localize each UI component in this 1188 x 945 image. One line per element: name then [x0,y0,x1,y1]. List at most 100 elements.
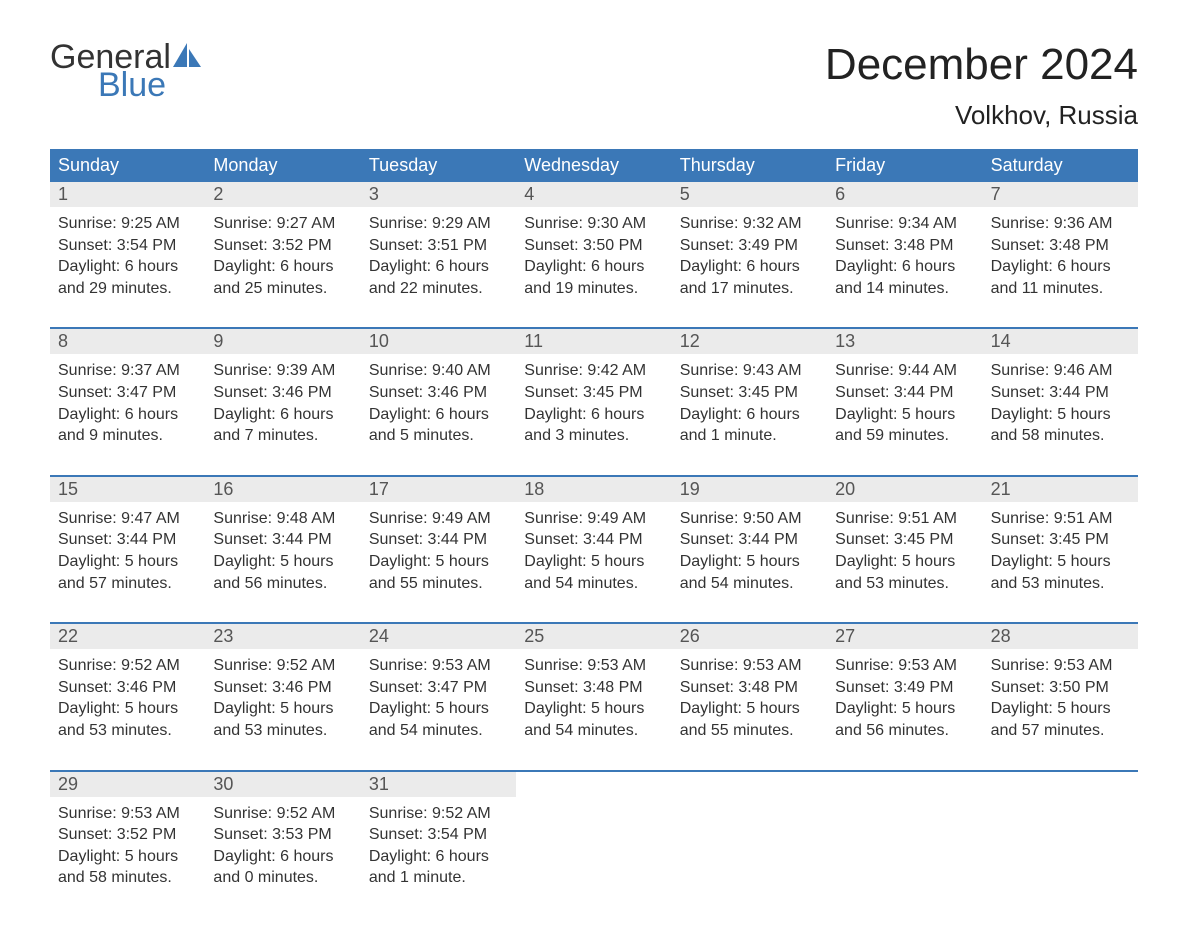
sunset-line: Sunset: 3:44 PM [835,382,974,404]
day-number: 24 [369,626,389,646]
day-cell: 28Sunrise: 9:53 AMSunset: 3:50 PMDayligh… [983,624,1138,757]
title-block: December 2024 Volkhov, Russia [825,40,1138,131]
day-body: Sunrise: 9:49 AMSunset: 3:44 PMDaylight:… [516,502,671,610]
week-row: 1Sunrise: 9:25 AMSunset: 3:54 PMDaylight… [50,182,1138,315]
sunrise-line: Sunrise: 9:53 AM [680,655,819,677]
day-body: Sunrise: 9:25 AMSunset: 3:54 PMDaylight:… [50,207,205,315]
sunrise-line: Sunrise: 9:32 AM [680,213,819,235]
sunset-line: Sunset: 3:48 PM [991,235,1130,257]
day-cell: 0 [827,772,982,905]
day-number: 25 [524,626,544,646]
day-body: Sunrise: 9:53 AMSunset: 3:47 PMDaylight:… [361,649,516,757]
daylight-line: Daylight: 5 hours and 53 minutes. [991,551,1130,594]
day-cell: 10 Sunrise: 9:40 AMSunset: 3:46 PMDayligh… [361,329,516,462]
dow-header-friday: Friday [827,149,982,182]
sunset-line: Sunset: 3:48 PM [680,677,819,699]
location-label: Volkhov, Russia [825,100,1138,131]
day-number: 9 [213,331,223,351]
week-row: 22Sunrise: 9:52 AMSunset: 3:46 PMDayligh… [50,622,1138,757]
sunset-line: Sunset: 3:45 PM [524,382,663,404]
day-cell: 12 Sunrise: 9:43 AMSunset: 3:45 PMDayligh… [672,329,827,462]
sunset-line: Sunset: 3:49 PM [835,677,974,699]
dow-header-wednesday: Wednesday [516,149,671,182]
sunset-line: Sunset: 3:46 PM [58,677,197,699]
sunrise-line: Sunrise: 9:42 AM [524,360,663,382]
daylight-line: Daylight: 5 hours and 54 minutes. [680,551,819,594]
day-cell: 31Sunrise: 9:52 AMSunset: 3:54 PMDayligh… [361,772,516,905]
sunset-line: Sunset: 3:50 PM [991,677,1130,699]
daylight-line: Daylight: 5 hours and 55 minutes. [369,551,508,594]
daylight-line: Daylight: 6 hours and 17 minutes. [680,256,819,299]
day-number: 6 [835,184,845,204]
sunrise-line: Sunrise: 9:34 AM [835,213,974,235]
day-number: 7 [991,184,1001,204]
day-body: Sunrise: 9:52 AMSunset: 3:54 PMDaylight:… [361,797,516,905]
day-cell: 1 Sunrise: 9:25 AMSunset: 3:54 PMDaylight… [50,182,205,315]
sunrise-line: Sunrise: 9:39 AM [213,360,352,382]
daylight-line: Daylight: 6 hours and 25 minutes. [213,256,352,299]
day-cell: 29Sunrise: 9:53 AMSunset: 3:52 PMDayligh… [50,772,205,905]
sunset-line: Sunset: 3:45 PM [680,382,819,404]
sunrise-line: Sunrise: 9:53 AM [991,655,1130,677]
sunrise-line: Sunrise: 9:51 AM [835,508,974,530]
daylight-line: Daylight: 6 hours and 7 minutes. [213,404,352,447]
day-cell: 25 Sunrise: 9:53 AMSunset: 3:48 PMDayligh… [516,624,671,757]
sunset-line: Sunset: 3:44 PM [213,529,352,551]
day-number: 2 [213,184,223,204]
sunset-line: Sunset: 3:52 PM [58,824,197,846]
day-body: Sunrise: 9:30 AMSunset: 3:50 PMDaylight:… [516,207,671,315]
day-body: Sunrise: 9:53 AMSunset: 3:50 PMDaylight:… [983,649,1138,757]
sunrise-line: Sunrise: 9:43 AM [680,360,819,382]
day-cell: 0 [516,772,671,905]
sunrise-line: Sunrise: 9:25 AM [58,213,197,235]
sunset-line: Sunset: 3:54 PM [58,235,197,257]
sunset-line: Sunset: 3:53 PM [213,824,352,846]
day-body: Sunrise: 9:44 AMSunset: 3:44 PMDaylight:… [827,354,982,462]
day-number: 23 [213,626,233,646]
sunrise-line: Sunrise: 9:47 AM [58,508,197,530]
calendar: SundayMondayTuesdayWednesdayThursdayFrid… [50,149,1138,905]
day-body: Sunrise: 9:27 AMSunset: 3:52 PMDaylight:… [205,207,360,315]
day-body: Sunrise: 9:53 AMSunset: 3:52 PMDaylight:… [50,797,205,905]
day-cell: 6Sunrise: 9:34 AMSunset: 3:48 PMDaylight… [827,182,982,315]
sunrise-line: Sunrise: 9:53 AM [524,655,663,677]
day-cell: 0 [672,772,827,905]
day-body: Sunrise: 9:53 AMSunset: 3:48 PMDaylight:… [672,649,827,757]
day-body: Sunrise: 9:51 AMSunset: 3:45 PMDaylight:… [827,502,982,610]
daylight-line: Daylight: 5 hours and 56 minutes. [213,551,352,594]
sunset-line: Sunset: 3:50 PM [524,235,663,257]
sunset-line: Sunset: 3:44 PM [524,529,663,551]
day-number: 3 [369,184,379,204]
day-number: 16 [213,479,233,499]
daylight-line: Daylight: 5 hours and 53 minutes. [835,551,974,594]
sunrise-line: Sunrise: 9:29 AM [369,213,508,235]
daylight-line: Daylight: 6 hours and 14 minutes. [835,256,974,299]
daylight-line: Daylight: 6 hours and 0 minutes. [213,846,352,889]
day-body: Sunrise: 9:40 AMSunset: 3:46 PMDaylight:… [361,354,516,462]
day-number: 26 [680,626,700,646]
day-number: 1 [58,184,68,204]
daylight-line: Daylight: 6 hours and 11 minutes. [991,256,1130,299]
day-body: Sunrise: 9:48 AMSunset: 3:44 PMDaylight:… [205,502,360,610]
sunrise-line: Sunrise: 9:53 AM [58,803,197,825]
day-number: 17 [369,479,389,499]
daylight-line: Daylight: 5 hours and 57 minutes. [991,698,1130,741]
week-row: 29Sunrise: 9:53 AMSunset: 3:52 PMDayligh… [50,770,1138,905]
day-number: 4 [524,184,534,204]
sunrise-line: Sunrise: 9:36 AM [991,213,1130,235]
day-number: 10 [369,331,389,351]
sunset-line: Sunset: 3:47 PM [369,677,508,699]
logo-text-blue: Blue [98,68,201,102]
day-body: Sunrise: 9:53 AMSunset: 3:48 PMDaylight:… [516,649,671,757]
daylight-line: Daylight: 6 hours and 1 minute. [680,404,819,447]
day-cell: 20Sunrise: 9:51 AMSunset: 3:45 PMDayligh… [827,477,982,610]
daylight-line: Daylight: 5 hours and 54 minutes. [369,698,508,741]
day-number: 13 [835,331,855,351]
day-body: Sunrise: 9:43 AMSunset: 3:45 PMDaylight:… [672,354,827,462]
day-number: 12 [680,331,700,351]
day-cell: 30Sunrise: 9:52 AMSunset: 3:53 PMDayligh… [205,772,360,905]
day-cell: 26 Sunrise: 9:53 AMSunset: 3:48 PMDayligh… [672,624,827,757]
sunset-line: Sunset: 3:45 PM [835,529,974,551]
sunrise-line: Sunrise: 9:51 AM [991,508,1130,530]
dow-header-saturday: Saturday [983,149,1138,182]
